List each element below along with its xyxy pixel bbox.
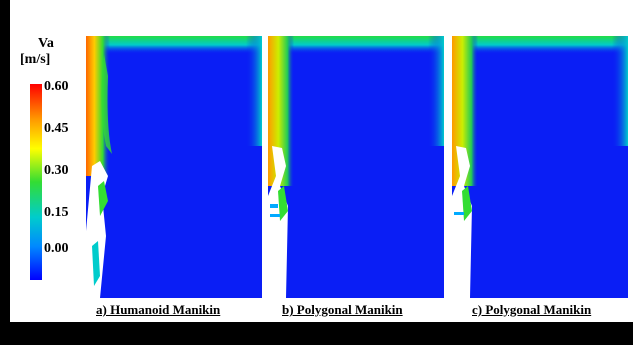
legend-tick-1: 0.45	[44, 122, 69, 136]
panel-caption-c: c) Polygonal Manikin	[472, 302, 591, 318]
velocity-field-panel-a	[86, 36, 262, 298]
legend-tick-2: 0.30	[44, 164, 69, 178]
velocity-contour-b	[268, 36, 444, 298]
legend-title: Va	[38, 36, 54, 52]
frame-bottom-border	[0, 322, 633, 345]
legend-tick-3: 0.15	[44, 206, 69, 220]
velocity-contour-c	[452, 36, 628, 298]
velocity-field-panel-c	[452, 36, 628, 298]
panel-caption-a: a) Humanoid Manikin	[96, 302, 220, 318]
frame-left-border	[0, 0, 10, 345]
velocity-contour-a	[86, 36, 262, 298]
legend-unit: [m/s]	[20, 52, 50, 68]
panel-caption-b: b) Polygonal Manikin	[282, 302, 403, 318]
color-legend: Va [m/s] 0.60 0.45 0.30 0.15 0.00	[12, 36, 82, 266]
legend-tick-4: 0.00	[44, 242, 69, 256]
legend-colorbar	[30, 84, 42, 280]
legend-tick-0: 0.60	[44, 80, 69, 94]
velocity-field-panel-b	[268, 36, 444, 298]
